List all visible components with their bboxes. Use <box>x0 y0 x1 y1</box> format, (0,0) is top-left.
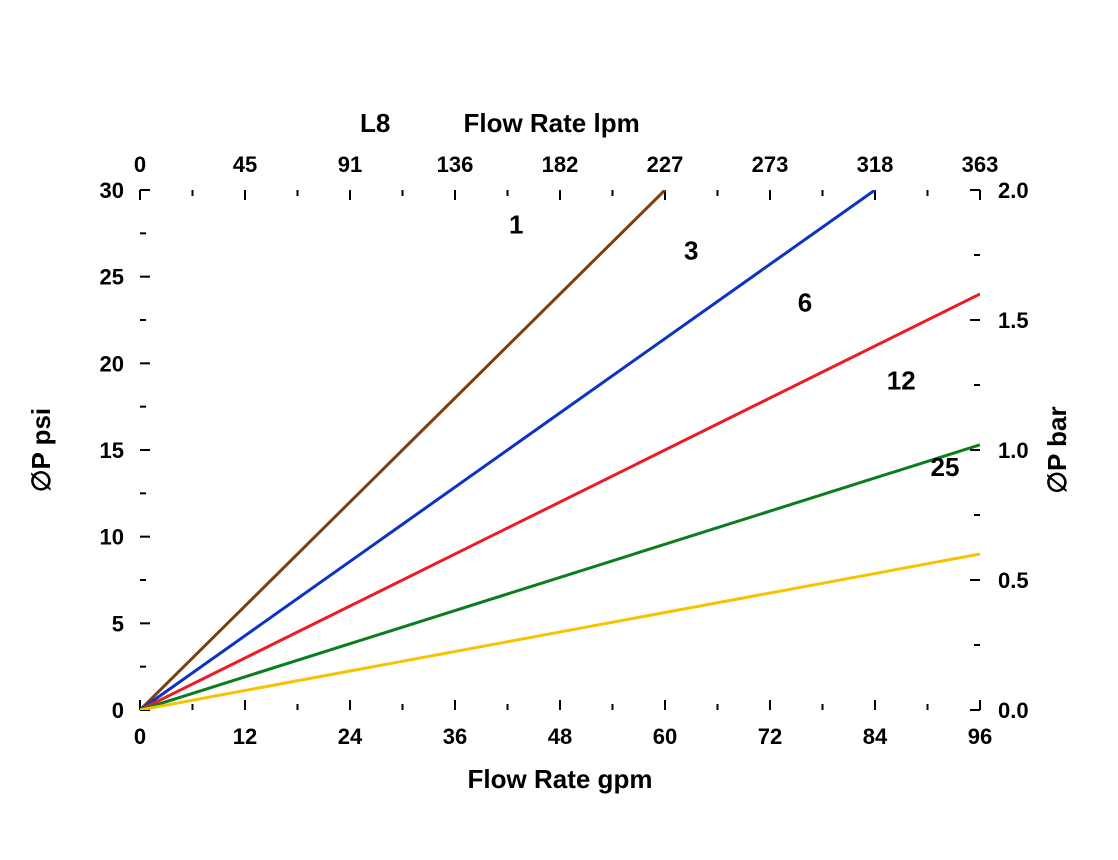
pressure-drop-chart: 01224364860728496Flow Rate gpm0459113618… <box>0 0 1118 860</box>
xtick-bottom: 72 <box>758 724 782 749</box>
xtick-top: 318 <box>857 152 894 177</box>
ytick-left: 5 <box>112 611 124 636</box>
ytick-right: 0.0 <box>998 698 1029 723</box>
chart-svg: 01224364860728496Flow Rate gpm0459113618… <box>0 0 1118 860</box>
series-label: 3 <box>684 235 698 265</box>
ylabel-left: ∅P psi <box>26 408 56 492</box>
series-label: 25 <box>931 452 960 482</box>
xtick-top: 227 <box>647 152 684 177</box>
xtick-top: 363 <box>962 152 999 177</box>
xtick-bottom: 60 <box>653 724 677 749</box>
ytick-right: 2.0 <box>998 178 1029 203</box>
xtick-bottom: 24 <box>338 724 363 749</box>
xtick-bottom: 84 <box>863 724 888 749</box>
xtick-bottom: 12 <box>233 724 257 749</box>
series-label: 1 <box>509 209 523 239</box>
series-label: 6 <box>798 287 812 317</box>
ytick-left: 0 <box>112 698 124 723</box>
xtick-top: 0 <box>134 152 146 177</box>
xlabel-top: Flow Rate lpm <box>463 108 639 138</box>
xtick-bottom: 0 <box>134 724 146 749</box>
xlabel-bottom: Flow Rate gpm <box>468 764 653 794</box>
xtick-top: 45 <box>233 152 257 177</box>
xtick-top: 273 <box>752 152 789 177</box>
ytick-left: 20 <box>100 351 124 376</box>
series-label: 12 <box>887 365 916 395</box>
ytick-left: 10 <box>100 525 124 550</box>
ytick-right: 0.5 <box>998 568 1029 593</box>
ytick-left: 15 <box>100 438 124 463</box>
xtick-bottom: 96 <box>968 724 992 749</box>
ytick-left: 25 <box>100 265 124 290</box>
xtick-top: 136 <box>437 152 474 177</box>
xtick-bottom: 48 <box>548 724 572 749</box>
xtick-bottom: 36 <box>443 724 467 749</box>
plot-title-prefix: L8 <box>360 108 390 138</box>
ytick-left: 30 <box>100 178 124 203</box>
ytick-right: 1.5 <box>998 308 1029 333</box>
xtick-top: 182 <box>542 152 579 177</box>
ytick-right: 1.0 <box>998 438 1029 463</box>
ylabel-right: ∅P bar <box>1042 406 1072 493</box>
xtick-top: 91 <box>338 152 362 177</box>
